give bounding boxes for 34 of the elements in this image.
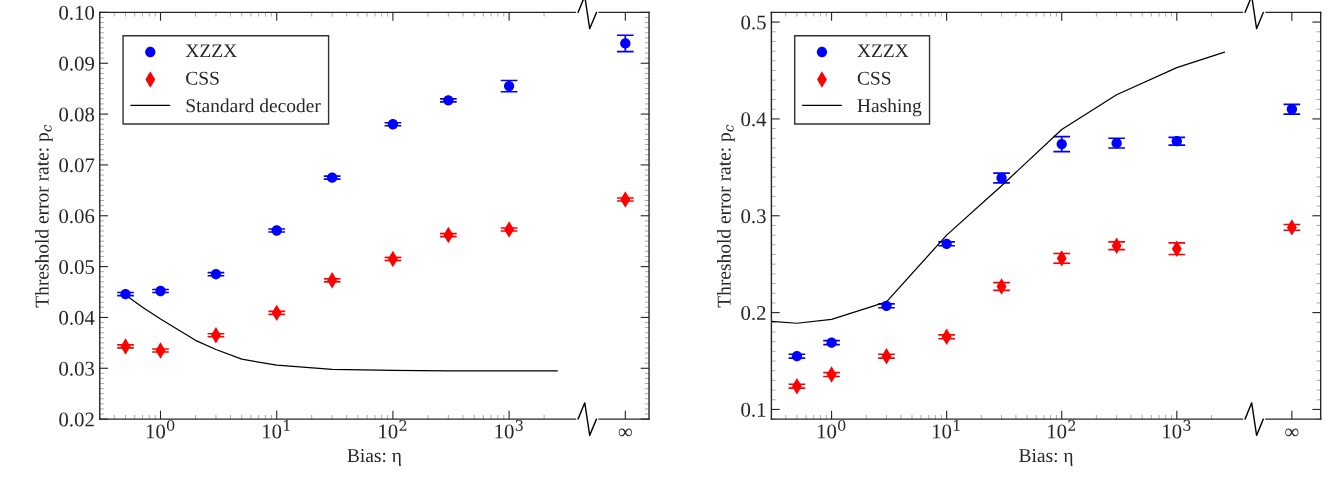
x-tick-label: 10$^{3}$: [495, 419, 523, 439]
y-tick-label: 0.09: [59, 56, 95, 71]
x-tick-label: 10$^{2}$: [1048, 419, 1076, 439]
y-tick-label: 0.06: [59, 209, 95, 224]
x-tick-label: 10$^{0}$: [817, 419, 846, 439]
x-tick-label: 10$^{2}$: [379, 419, 407, 439]
x-axis-title: Bias: η: [1019, 449, 1073, 467]
x-axis-title: Bias: η: [347, 449, 401, 467]
y-tick-label: 0.4: [741, 112, 767, 127]
legend-label: XZZX: [857, 44, 909, 58]
legend-label: XZZX: [185, 44, 237, 58]
y-tick-label: 0.08: [59, 107, 95, 122]
y-tick-label: 0.05: [59, 259, 95, 275]
legend-label: CSS: [186, 71, 219, 85]
x-tick-label: 10$^{1}$: [932, 419, 960, 439]
x-tick-label: ∞: [618, 428, 632, 437]
legend-label: CSS: [857, 71, 891, 85]
y-tick-label: 0.07: [59, 158, 95, 173]
y-tick-label: 0.5: [741, 15, 766, 30]
x-tick-label: ∞: [1285, 428, 1299, 437]
y-axis-title: Threshold error rate: p$_{c}$: [34, 124, 53, 308]
legend-label: Standard decoder: [186, 98, 321, 113]
x-tick-label: 10$^{1}$: [263, 419, 290, 439]
y-tick-label: 0.2: [741, 305, 766, 321]
y-tick-label: 0.03: [59, 361, 95, 376]
y-tick-label: 0.02: [59, 412, 94, 427]
y-tick-label: 0.1: [741, 402, 766, 417]
x-tick-label: 10$^{3}$: [1163, 419, 1191, 439]
y-tick-label: 0.3: [741, 209, 766, 224]
y-axis-title: Threshold error rate: p$_{c}$: [717, 124, 735, 308]
legend-label: Hashing: [857, 98, 922, 117]
y-tick-label: 0.10: [59, 5, 95, 20]
x-tick-label: 10$^{0}$: [146, 419, 175, 439]
y-tick-label: 0.04: [59, 310, 95, 325]
